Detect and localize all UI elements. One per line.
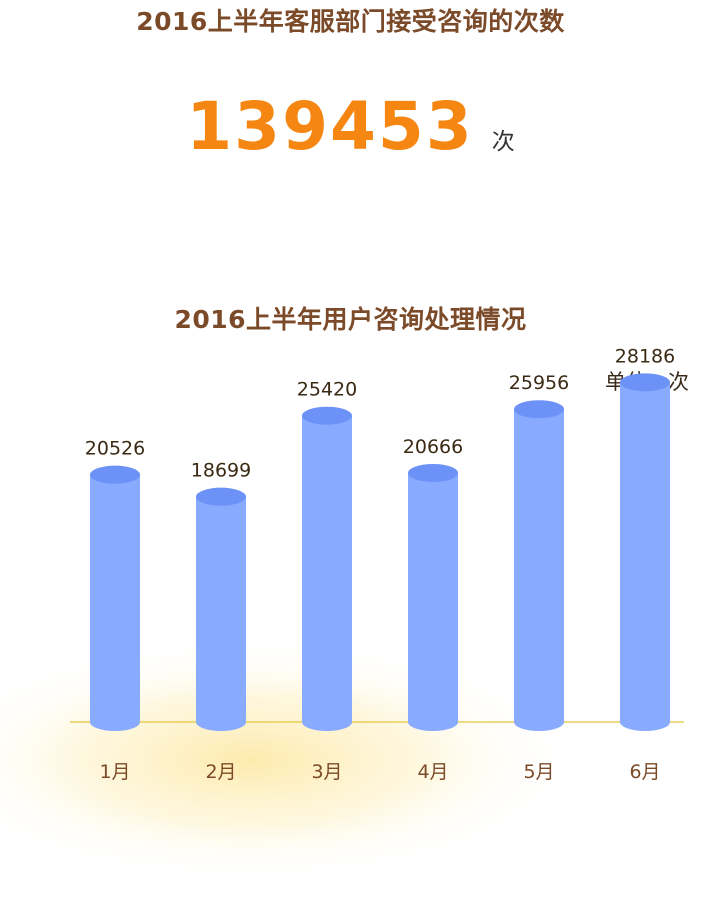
page-title: 2016上半年客服部门接受咨询的次数 (136, 7, 565, 36)
data-label: 20526 (85, 438, 145, 460)
bar (196, 496, 246, 731)
bar (620, 382, 670, 731)
x-tick-label: 1月 (99, 761, 130, 783)
total-count-value: 139453 (186, 88, 474, 165)
data-label: 20666 (403, 436, 463, 458)
x-tick-label: 3月 (311, 761, 342, 783)
data-label: 28186 (615, 345, 675, 367)
data-label: 25956 (509, 372, 569, 394)
bar-top-cap (302, 406, 352, 425)
data-label: 18699 (191, 460, 251, 482)
bar-top-cap (196, 487, 246, 506)
bar-top-cap (90, 465, 140, 484)
baseline-glow (0, 640, 570, 880)
bar-group: 20526 1月 (85, 438, 145, 783)
data-label: 25420 (297, 379, 357, 401)
bar-top-cap (408, 463, 458, 482)
chart-title: 2016上半年用户咨询处理情况 (174, 305, 527, 334)
bar-group: 28186 6月 (615, 345, 675, 783)
bar (302, 415, 352, 731)
bar (90, 474, 140, 731)
total-count-display: 139453 次 (0, 88, 701, 165)
bar (514, 409, 564, 731)
bar-top-cap (620, 373, 670, 392)
x-tick-label: 2月 (205, 761, 236, 783)
x-tick-label: 6月 (629, 761, 660, 783)
bar-group: 18699 2月 (191, 460, 251, 783)
bar-group: 20666 4月 (403, 436, 463, 783)
bar-group: 25956 5月 (509, 372, 569, 783)
bar (408, 472, 458, 731)
bar-group: 25420 3月 (297, 379, 357, 783)
total-count-unit: 次 (491, 129, 515, 155)
x-tick-label: 4月 (417, 761, 448, 783)
x-tick-label: 5月 (523, 761, 554, 783)
bar-top-cap (514, 400, 564, 419)
